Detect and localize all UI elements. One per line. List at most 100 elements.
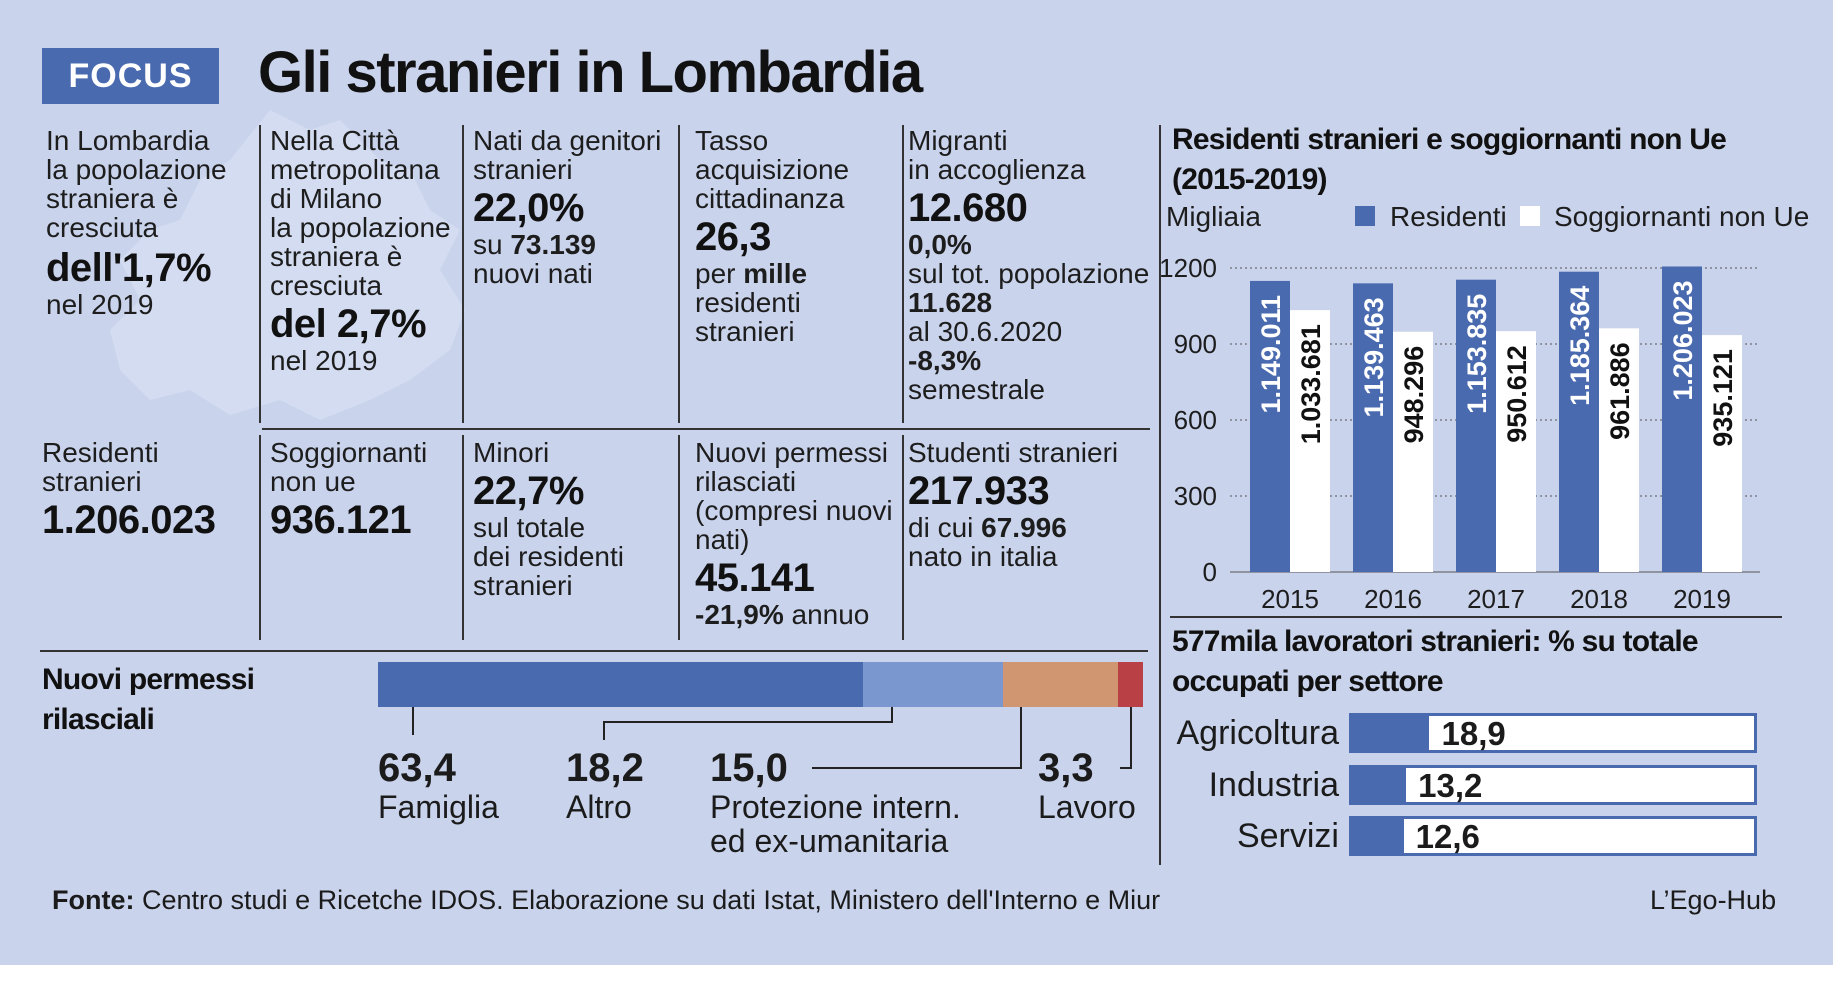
bar-value-label: 948.296 (1399, 346, 1429, 444)
stat-label: straniera è (46, 183, 179, 214)
bar-value-label: 950.612 (1502, 345, 1532, 443)
stat-label: In Lombardia (46, 125, 210, 156)
stat-value: 217.933 (908, 469, 1050, 513)
stat-value: dell'1,7% (46, 246, 212, 290)
stat-label: cresciuta (270, 270, 383, 301)
stat-label: in accoglienza (908, 154, 1086, 185)
sector-label-industria: Industria (1208, 766, 1339, 804)
bar-soggiornanti-2017 (1496, 331, 1536, 572)
legend-swatch-residenti (1355, 206, 1375, 226)
stat-note: nuovi nati (473, 258, 593, 289)
stat-note: annuo (791, 599, 870, 630)
permit-label-3: 15,0 Protezione intern. ed ex-umanitaria (710, 746, 961, 858)
stat-label: (compresi nuovi (695, 495, 893, 526)
stat-milano: Nella Città metropolitana di Milano la p… (270, 126, 451, 375)
x-tick-label: 2019 (1673, 584, 1731, 614)
stat-label: Studenti stranieri (908, 437, 1119, 468)
x-tick-label: 2017 (1467, 584, 1525, 614)
sector-chart-title: 577mila lavoratori stranieri: % su total… (1172, 622, 1792, 702)
leader-line (812, 696, 1022, 769)
stat-label: rilasciati (695, 466, 797, 497)
stat-soggiornanti: Soggiornanti non ue 936.121 (270, 438, 427, 542)
sector-label-servizi: Servizi (1236, 817, 1339, 855)
bar-residenti-2016 (1353, 283, 1393, 572)
sector-bar-industria: 13,2 (1349, 765, 1757, 805)
bar-value-label: 1.033.681 (1296, 324, 1326, 444)
permit-value: 18,2 (566, 746, 644, 790)
y-tick-label: 600 (1174, 405, 1217, 435)
chart-title: 577mila lavoratori stranieri: % su total… (1172, 625, 1699, 658)
stat-value: del 2,7% (270, 302, 427, 346)
bar-soggiornanti-2016 (1393, 331, 1433, 572)
bar-residenti-2017 (1456, 279, 1496, 572)
stat-value: 67.996 (981, 512, 1067, 543)
source-note: Fonte: Centro studi e Ricetche IDOS. Ela… (52, 884, 1160, 916)
bar-value-label: 1.139.463 (1359, 297, 1389, 417)
stat-note: dei residenti (473, 541, 624, 572)
legend-label-residenti: Residenti (1390, 201, 1507, 232)
sector-value: 18,9 (1441, 715, 1506, 752)
permit-label-2: 18,2 Altro (566, 746, 644, 824)
divider (462, 435, 464, 640)
permit-value: 63,4 (378, 746, 456, 790)
x-tick-label: 2018 (1570, 584, 1628, 614)
stat-value: 22,0% (473, 186, 584, 230)
permit-category: Famiglia (378, 789, 499, 825)
sector-fill (1352, 768, 1407, 802)
stat-label: di cui (908, 512, 974, 543)
stat-label: Tasso (695, 125, 769, 156)
bar-soggiornanti-2015 (1290, 310, 1330, 572)
divider (259, 435, 261, 640)
source-text: Centro studi e Ricetche IDOS. Elaborazio… (142, 885, 1161, 915)
stat-label: stranieri (473, 154, 573, 185)
y-tick-label: 1200 (1160, 253, 1217, 283)
divider (40, 650, 1148, 652)
bar-soggiornanti-2018 (1599, 328, 1639, 572)
bar-value-label: 1.206.023 (1668, 280, 1698, 400)
stat-value: 0,0% (908, 229, 972, 260)
stat-label: Residenti (42, 437, 159, 468)
stat-minori: Minori 22,7% sul totale dei residenti st… (473, 438, 624, 600)
bar-residenti-2015 (1250, 280, 1290, 572)
stat-value: 26,3 (695, 215, 771, 259)
stat-label: cittadinanza (695, 183, 845, 214)
stat-label: su (473, 229, 503, 260)
permit-category: Lavoro (1038, 789, 1136, 825)
legend-label-soggiornanti: Soggiornanti non Ue (1554, 201, 1810, 232)
divider (678, 125, 680, 423)
stat-note: sul tot. popolazione (908, 258, 1150, 289)
permit-category: Altro (566, 789, 632, 825)
bar-value-label: 1.153.835 (1462, 294, 1492, 414)
divider (902, 435, 904, 640)
permit-category: ed ex-umanitaria (710, 823, 949, 859)
stat-value: 936.121 (270, 498, 412, 542)
stat-value: -8,3% (908, 345, 982, 376)
sector-fill (1352, 819, 1404, 853)
divider (1170, 616, 1782, 618)
residents-bar-chart: 0 300 600 900 1200 1.149.011 1.033.681 2015 1.13… (1160, 253, 1760, 614)
legend-swatch-soggiornanti (1520, 206, 1540, 226)
stat-note: sul totale (473, 512, 586, 543)
sector-value: 12,6 (1415, 818, 1480, 855)
bar-value-label: 1.185.364 (1565, 286, 1595, 406)
divider (678, 435, 680, 640)
stat-value: mille (743, 258, 808, 289)
permit-value: 15,0 (710, 746, 788, 790)
stat-value: 1.206.023 (42, 498, 216, 542)
permit-label-1: 63,4 Famiglia (378, 746, 499, 824)
sector-bar-servizi: 12,6 (1349, 816, 1757, 856)
stat-label: per (695, 258, 736, 289)
chart-unit-label: Migliaia (1166, 201, 1261, 232)
stat-note: nel 2019 (270, 345, 378, 376)
page-title: Gli stranieri in Lombardia (258, 40, 923, 105)
stat-note: stranieri (473, 570, 573, 601)
bar-value-label: 935.121 (1708, 349, 1738, 447)
permits-segment-3 (1002, 662, 1118, 707)
lombardia-map-silhouette (110, 110, 465, 420)
stat-label: di Milano (270, 183, 383, 214)
chart-title: Residenti stranieri e soggiornanti non U… (1172, 123, 1727, 156)
stat-value: 73.139 (510, 229, 596, 260)
x-tick-label: 2015 (1261, 584, 1319, 614)
stat-value: -21,9% (695, 599, 784, 630)
stat-label: stranieri (42, 466, 142, 497)
